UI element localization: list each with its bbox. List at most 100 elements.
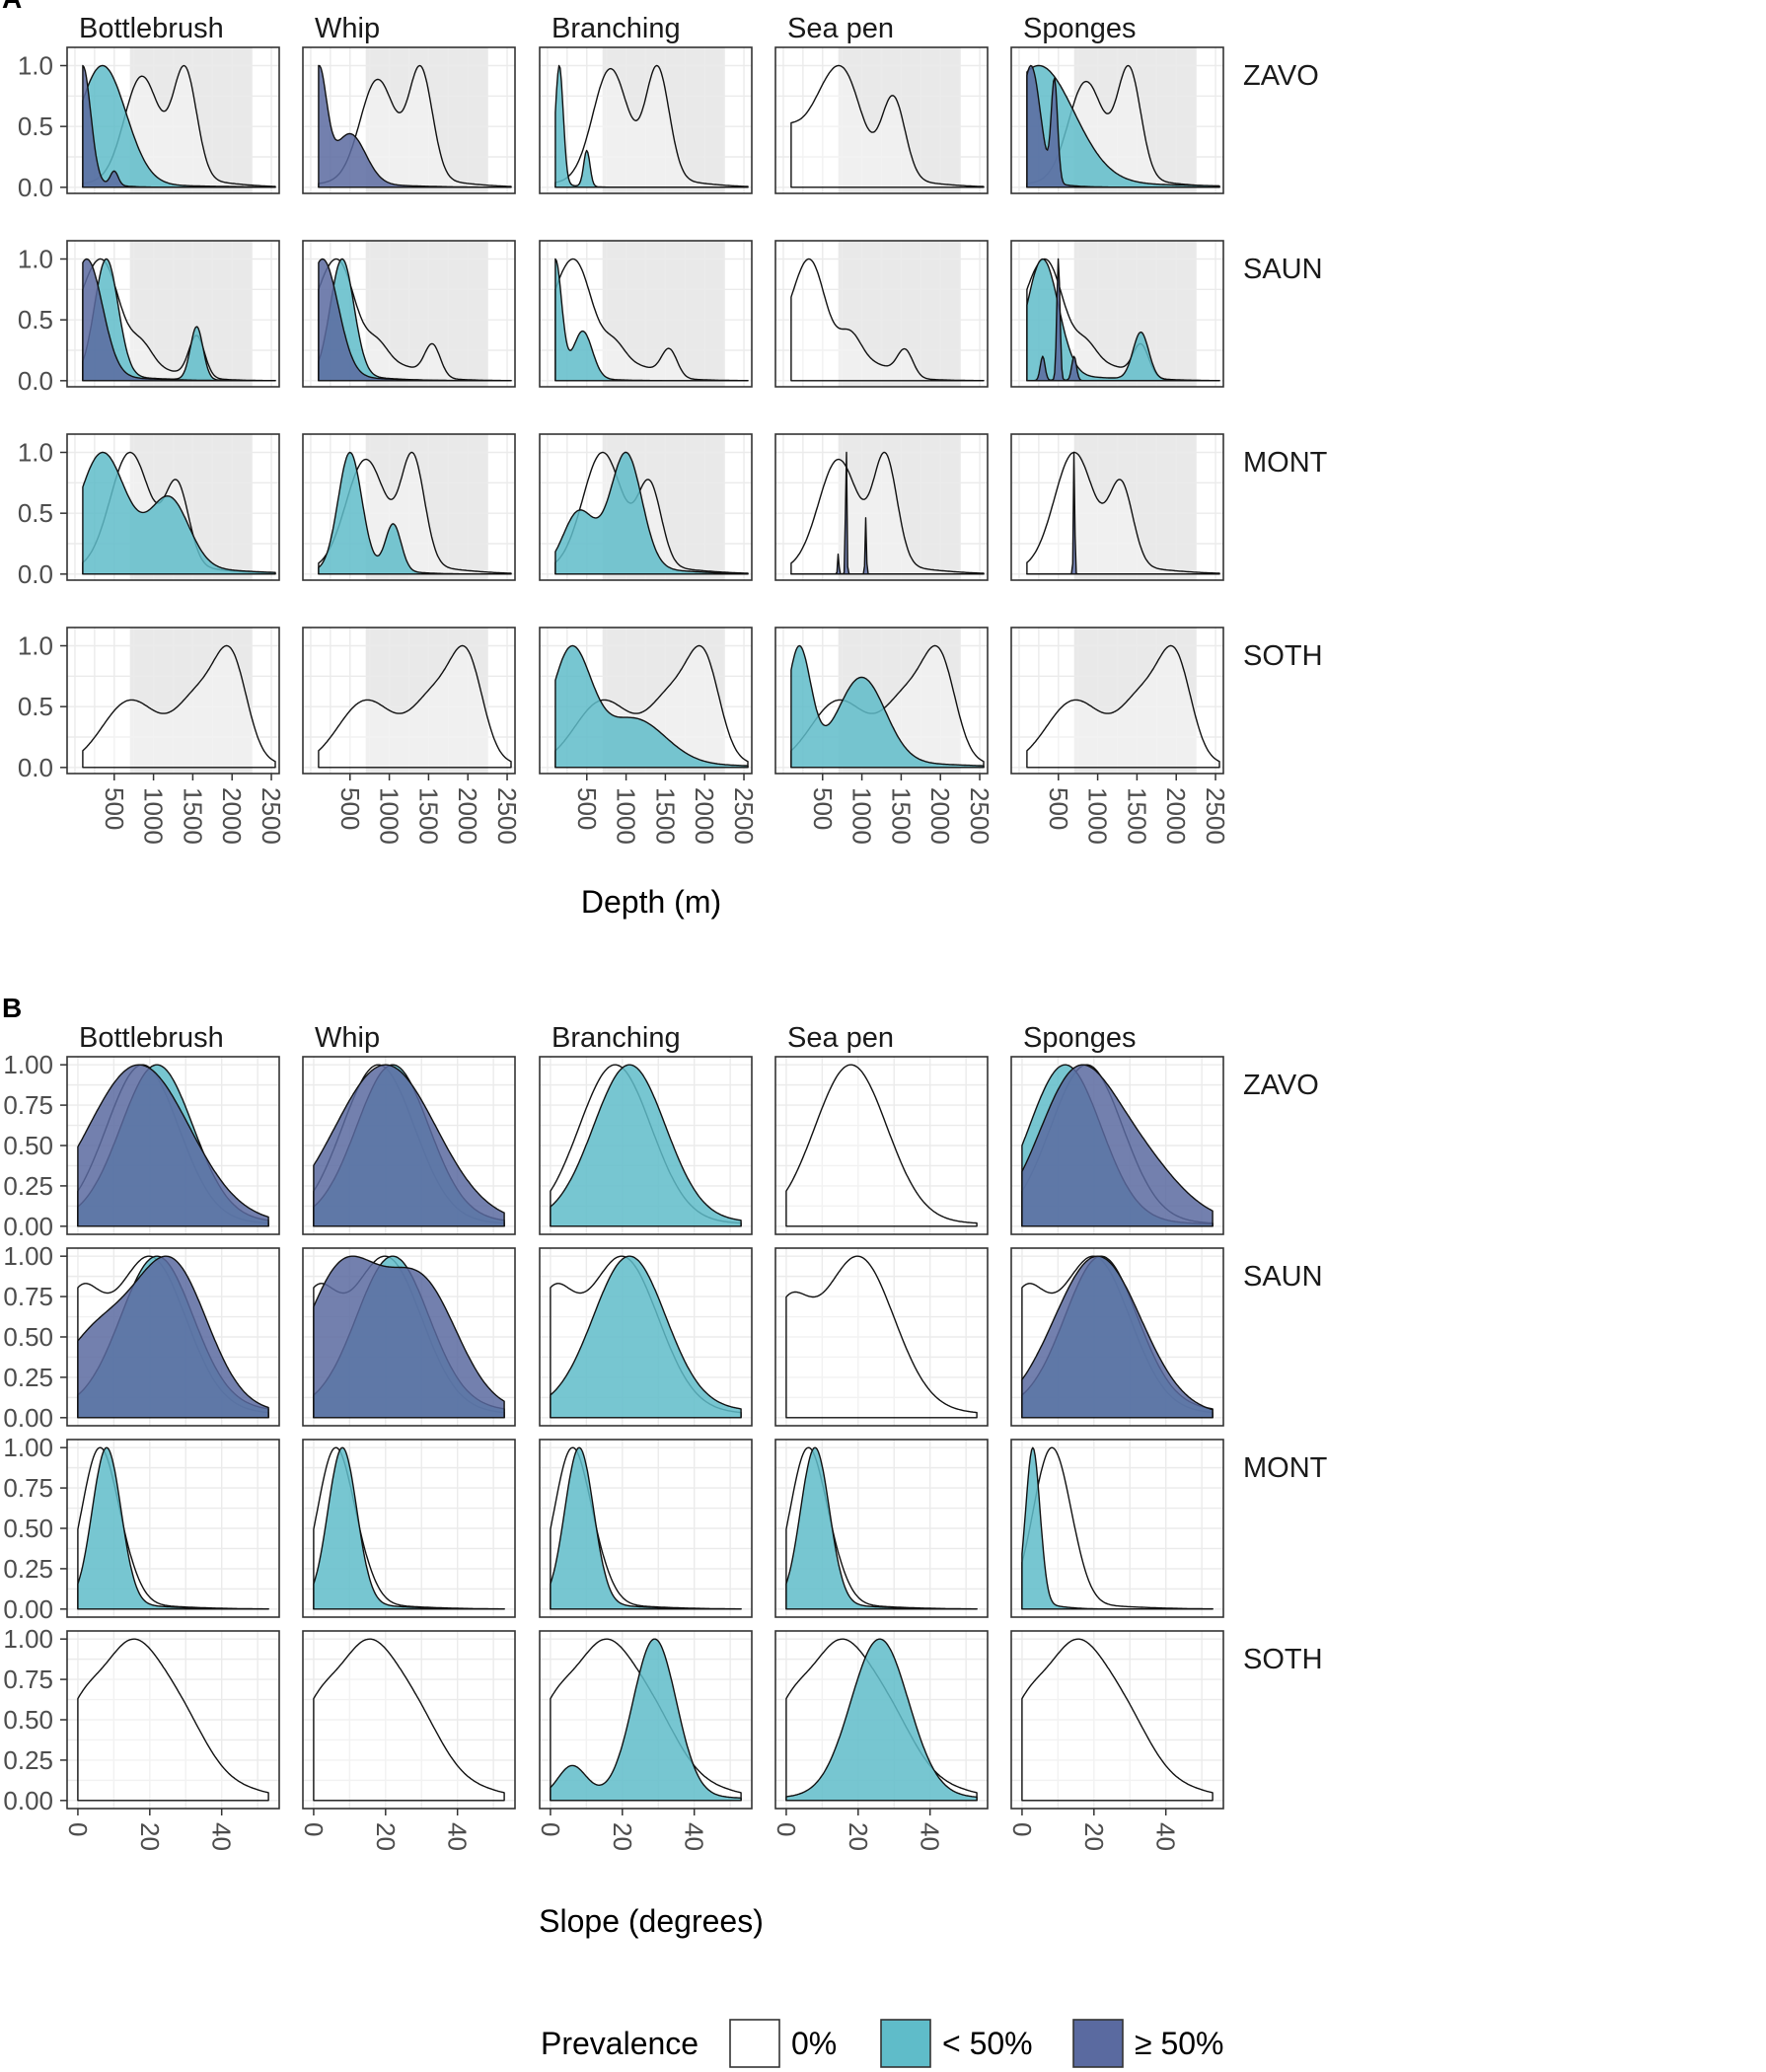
- column-label: Sea pen: [787, 13, 894, 44]
- density-lt50-area: [318, 451, 512, 575]
- row-label: SOTH: [1243, 640, 1323, 672]
- facet-panel: [1010, 1056, 1224, 1235]
- x-tick-label: 2000: [925, 787, 955, 845]
- prevalence-legend: Prevalence 0% < 50% ≥ 50%: [541, 2019, 1224, 2068]
- x-tick-label: 20: [608, 1822, 637, 1851]
- facet-panel: [774, 627, 989, 775]
- density-lt50-area: [1026, 64, 1220, 188]
- density-ge50-area: [1026, 258, 1220, 382]
- x-tick-label: 0: [1007, 1822, 1037, 1836]
- facet-panel: [66, 1439, 280, 1618]
- density-lt50-area: [554, 64, 749, 188]
- x-tick-label: 2500: [257, 787, 286, 845]
- density-lt50-area: [550, 1638, 742, 1802]
- row-label: MONT: [1243, 1452, 1328, 1484]
- x-tick-label: 1500: [886, 787, 916, 845]
- row-label: SOTH: [1243, 1644, 1323, 1675]
- facet-panel: [539, 627, 753, 775]
- facet-panel: [302, 1630, 516, 1810]
- y-tick-label: 0.00: [3, 1786, 53, 1815]
- density-lt50-area: [82, 451, 276, 575]
- density-ge50-area: [82, 258, 276, 382]
- column-label: Branching: [552, 1022, 681, 1054]
- density-zero-area: [554, 64, 749, 188]
- facet-panel: [539, 1056, 753, 1235]
- density-zero-area: [82, 644, 276, 769]
- density-zero-area: [318, 644, 512, 769]
- x-tick-label: 500: [572, 787, 602, 830]
- density-ge50-area: [1021, 1255, 1214, 1419]
- y-tick-label: 1.0: [18, 51, 53, 81]
- x-tick-label: 2000: [453, 787, 482, 845]
- x-tick-label: 0: [772, 1822, 801, 1836]
- x-tick-label: 40: [916, 1822, 945, 1851]
- facet-panel: [539, 240, 753, 388]
- column-label: Whip: [315, 13, 380, 44]
- y-tick-label: 0.25: [3, 1554, 53, 1584]
- figure-b-slope: B Bottlebrush Whip Branching Sea pen Sponges Z…: [2, 993, 1328, 1939]
- density-ge50-area: [1026, 451, 1220, 575]
- facet-panel: [539, 433, 753, 581]
- y-tick-label: 0.25: [3, 1745, 53, 1775]
- column-label: Sea pen: [787, 1022, 894, 1054]
- x-tick-label: 2500: [965, 787, 994, 845]
- row-label: SAUN: [1243, 254, 1323, 285]
- x-tick-label: 20: [1079, 1822, 1109, 1851]
- facet-panel: [66, 1247, 280, 1427]
- facet-panel: [1010, 1630, 1224, 1810]
- facet-panel: [1010, 1439, 1224, 1618]
- density-zero-area: [790, 451, 985, 575]
- facet-panel: [774, 1630, 989, 1810]
- y-tick-label: 1.00: [3, 1050, 53, 1079]
- facet-panel: [774, 1056, 989, 1235]
- density-zero-area: [1021, 1638, 1214, 1802]
- facet-panel: [774, 46, 989, 194]
- row-label: ZAVO: [1243, 1070, 1319, 1101]
- legend-title: Prevalence: [541, 2026, 699, 2061]
- facet-panel: [302, 1056, 516, 1235]
- facet-panel: [1010, 627, 1224, 775]
- x-tick-label: 20: [371, 1822, 401, 1851]
- x-tick-label: 20: [844, 1822, 873, 1851]
- facet-panel: [302, 627, 516, 775]
- facet-panel: [774, 1247, 989, 1427]
- legend-swatch-zero: [729, 2019, 780, 2068]
- density-ge50-area: [790, 451, 985, 575]
- x-tick-label: 500: [335, 787, 365, 830]
- density-ge50-area: [318, 64, 512, 188]
- x-tick-label: 1500: [1122, 787, 1151, 845]
- x-tick-label: 2500: [492, 787, 522, 845]
- density-zero-area: [313, 1638, 505, 1802]
- row-label: MONT: [1243, 447, 1328, 479]
- x-tick-label: 1000: [1083, 787, 1113, 845]
- density-lt50-area: [1021, 1446, 1214, 1610]
- facet-panel: [774, 433, 989, 581]
- panel-letter: B: [2, 993, 22, 1023]
- y-tick-label: 0.00: [3, 1403, 53, 1433]
- row-label: ZAVO: [1243, 60, 1319, 92]
- x-tick-label: 1500: [650, 787, 680, 845]
- y-tick-label: 0.00: [3, 1594, 53, 1624]
- x-tick-label: 500: [808, 787, 838, 830]
- density-zero-area: [790, 64, 985, 188]
- legend-swatch-ge50: [1072, 2019, 1124, 2068]
- density-zero-area: [785, 1255, 978, 1419]
- x-tick-label: 40: [680, 1822, 709, 1851]
- column-label: Sponges: [1023, 13, 1137, 44]
- y-tick-label: 1.00: [3, 1433, 53, 1462]
- y-tick-label: 0.0: [18, 366, 53, 396]
- legend-label: 0%: [791, 2026, 837, 2061]
- density-lt50-area: [785, 1446, 978, 1610]
- y-tick-label: 0.25: [3, 1171, 53, 1201]
- x-tick-label: 1000: [139, 787, 169, 845]
- x-tick-label: 1000: [375, 787, 405, 845]
- y-tick-label: 0.75: [3, 1473, 53, 1503]
- column-label: Whip: [315, 1022, 380, 1054]
- legend-label: ≥ 50%: [1135, 2026, 1224, 2061]
- density-lt50-area: [550, 1255, 742, 1419]
- y-tick-label: 0.75: [3, 1090, 53, 1120]
- y-tick-label: 0.5: [18, 111, 53, 141]
- x-tick-label: 2500: [1201, 787, 1230, 845]
- density-lt50-area: [313, 1446, 505, 1610]
